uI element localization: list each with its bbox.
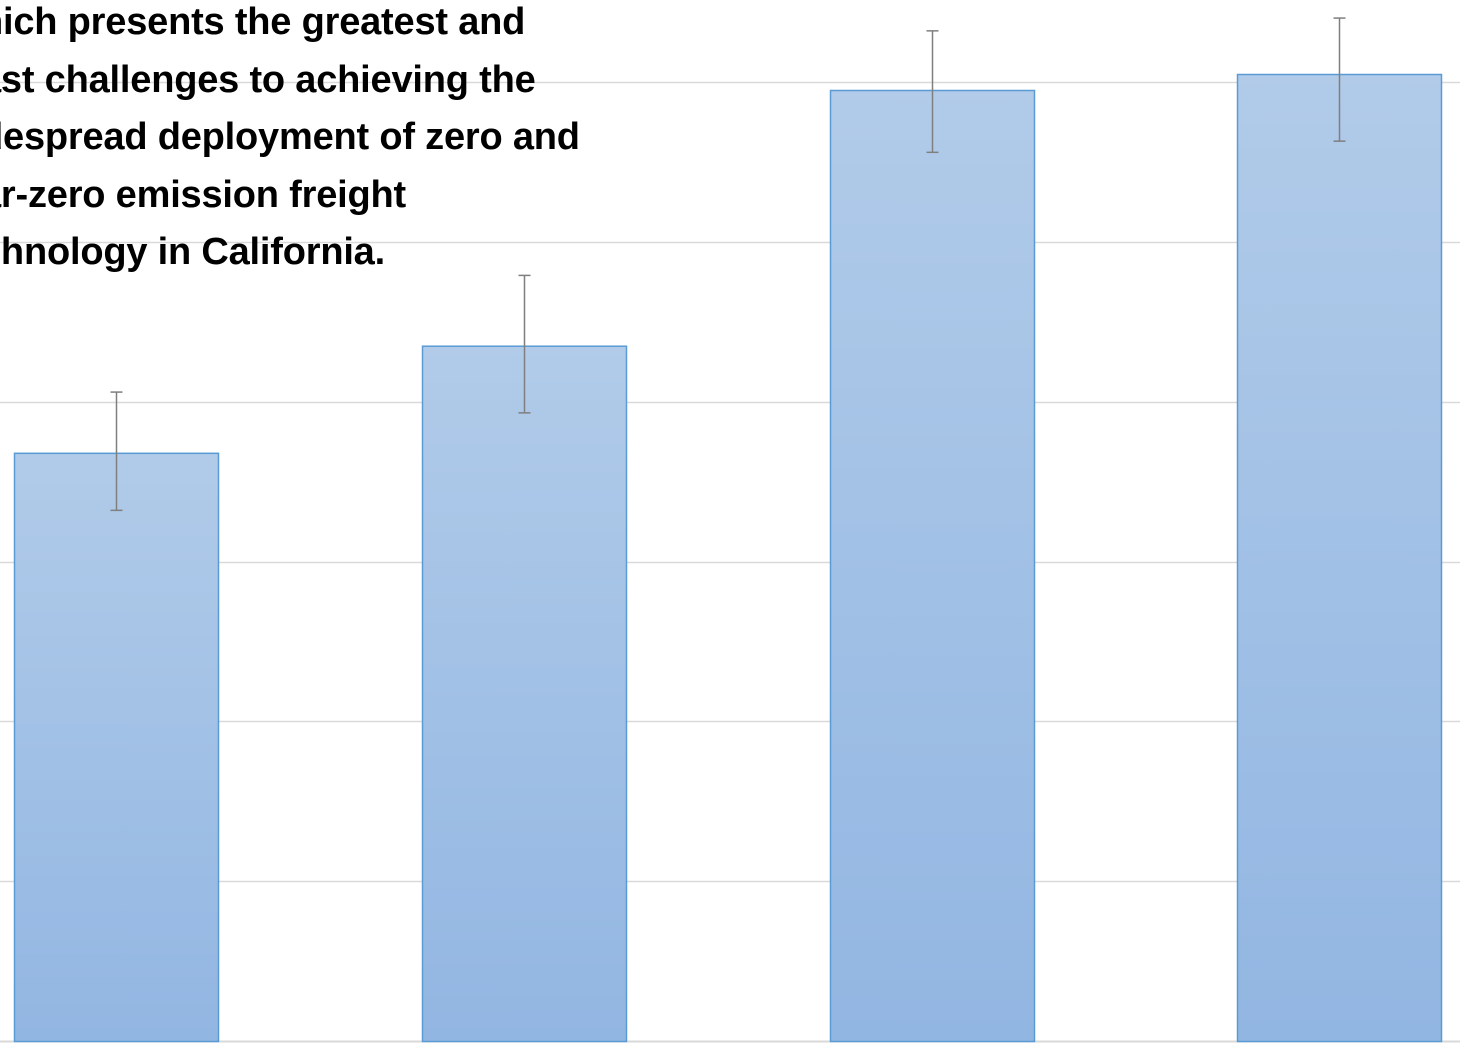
bar	[13, 452, 220, 1043]
bar	[421, 345, 628, 1043]
bars	[13, 73, 1443, 1043]
bar	[1236, 73, 1443, 1043]
chart-title: hich presents the greatest and ast challe…	[0, 0, 680, 282]
chart-title-line: ar-zero emission freight	[0, 173, 406, 216]
gridlines	[0, 81, 1460, 1043]
error-bars	[110, 17, 1346, 512]
chart-title-line: despread deployment of zero and	[0, 116, 580, 158]
error-bar	[518, 274, 531, 414]
bar	[829, 89, 1036, 1043]
error-bar	[110, 391, 123, 512]
error-bar	[926, 30, 939, 154]
error-bar	[1333, 17, 1346, 142]
chart-title-line: chnology in California.	[0, 231, 385, 273]
chart-title-line: hich presents the greatest and	[0, 1, 526, 43]
chart-title-line: ast challenges to achieving the	[0, 58, 536, 101]
